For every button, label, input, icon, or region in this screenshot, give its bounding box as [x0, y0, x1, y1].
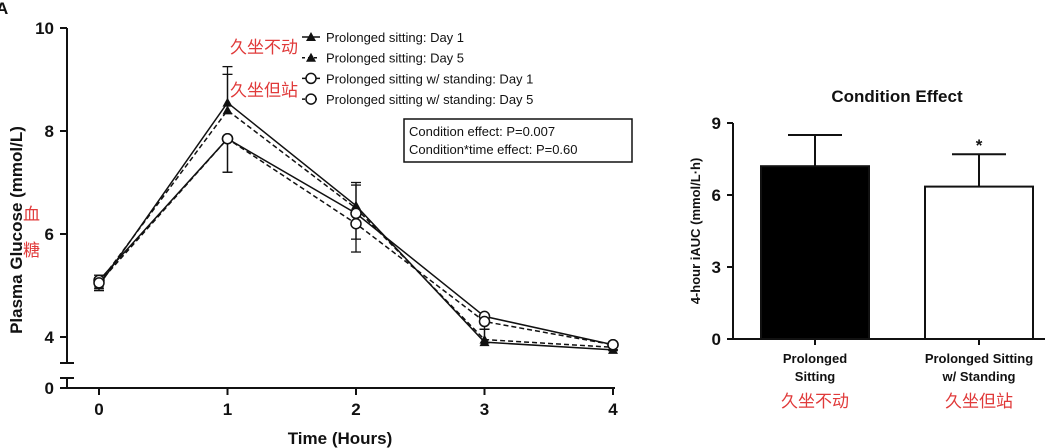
x-tick-label: 2	[351, 400, 360, 419]
legend-marker	[305, 72, 317, 85]
stats-interaction-effect: Condition*time effect: P=0.60	[409, 142, 578, 157]
data-point	[607, 338, 619, 351]
glucose-line-chart: Plasma Glucose (mmol/L) 血 糖 Time (Hours)…	[7, 19, 633, 448]
bar-category-label: Prolonged	[783, 351, 847, 366]
bar-category-label: Sitting	[795, 369, 835, 384]
x-tick-label: 1	[223, 400, 232, 419]
legend-label: Prolonged sitting: Day 1	[326, 30, 464, 45]
significance-star: *	[976, 136, 983, 155]
y-tick-label: 10	[35, 19, 54, 38]
legend-label: Prolonged sitting w/ standing: Day 5	[326, 92, 533, 107]
bar-category-label-cn: 久坐不动	[781, 392, 849, 412]
x-tick-label: 3	[480, 400, 489, 419]
legend-cn-sitting: 久坐不动	[230, 38, 298, 58]
y-tick-label: 6	[712, 186, 721, 205]
bar-category-label-cn: 久坐但站	[945, 392, 1013, 412]
bar-y-axis-label: 4-hour iAUC (mmol/L·h)	[688, 158, 703, 305]
y-tick-label: 6	[45, 225, 54, 244]
bar-2	[924, 185, 1034, 340]
bar-chart-title: Condition Effect	[831, 87, 963, 106]
x-tick-label: 0	[94, 400, 103, 419]
legend-marker	[306, 52, 316, 62]
y-axis-label-cn-1: 血	[23, 205, 40, 225]
y-tick-label: 0	[712, 330, 721, 349]
data-point	[478, 315, 491, 328]
legend-label: Prolonged sitting w/ standing: Day 1	[326, 71, 533, 86]
y-tick-label: 8	[45, 122, 54, 141]
bar-category-label: w/ Standing	[942, 369, 1016, 384]
legend-label: Prolonged sitting: Day 5	[326, 51, 464, 66]
bar-category-label: Prolonged Sitting	[925, 351, 1033, 366]
legend-cn-standing: 久坐但站	[230, 81, 298, 101]
stats-box	[403, 118, 633, 163]
legend-marker	[306, 32, 316, 41]
bar-1	[760, 165, 870, 340]
x-axis-label: Time (Hours)	[288, 429, 393, 448]
data-point	[350, 217, 362, 230]
y-tick-label: 3	[712, 258, 721, 277]
panel-label: A	[0, 0, 8, 18]
data-point	[350, 207, 362, 220]
x-tick-label: 4	[608, 400, 618, 419]
data-point	[479, 334, 490, 344]
y-axis-label-cn-2: 糖	[23, 241, 40, 261]
data-point	[221, 132, 234, 145]
iauc-bar-chart: Condition Effect 4-hour iAUC (mmol/L·h) …	[688, 87, 1045, 412]
data-point	[93, 277, 105, 289]
y-tick-label: 9	[712, 114, 721, 133]
stats-condition-effect: Condition effect: P=0.007	[409, 124, 555, 139]
y-tick-label: 0	[45, 379, 54, 398]
y-tick-label: 4	[45, 328, 55, 347]
legend-marker	[305, 93, 317, 105]
y-axis-label: Plasma Glucose (mmol/L)	[7, 126, 26, 334]
data-point	[222, 105, 233, 115]
